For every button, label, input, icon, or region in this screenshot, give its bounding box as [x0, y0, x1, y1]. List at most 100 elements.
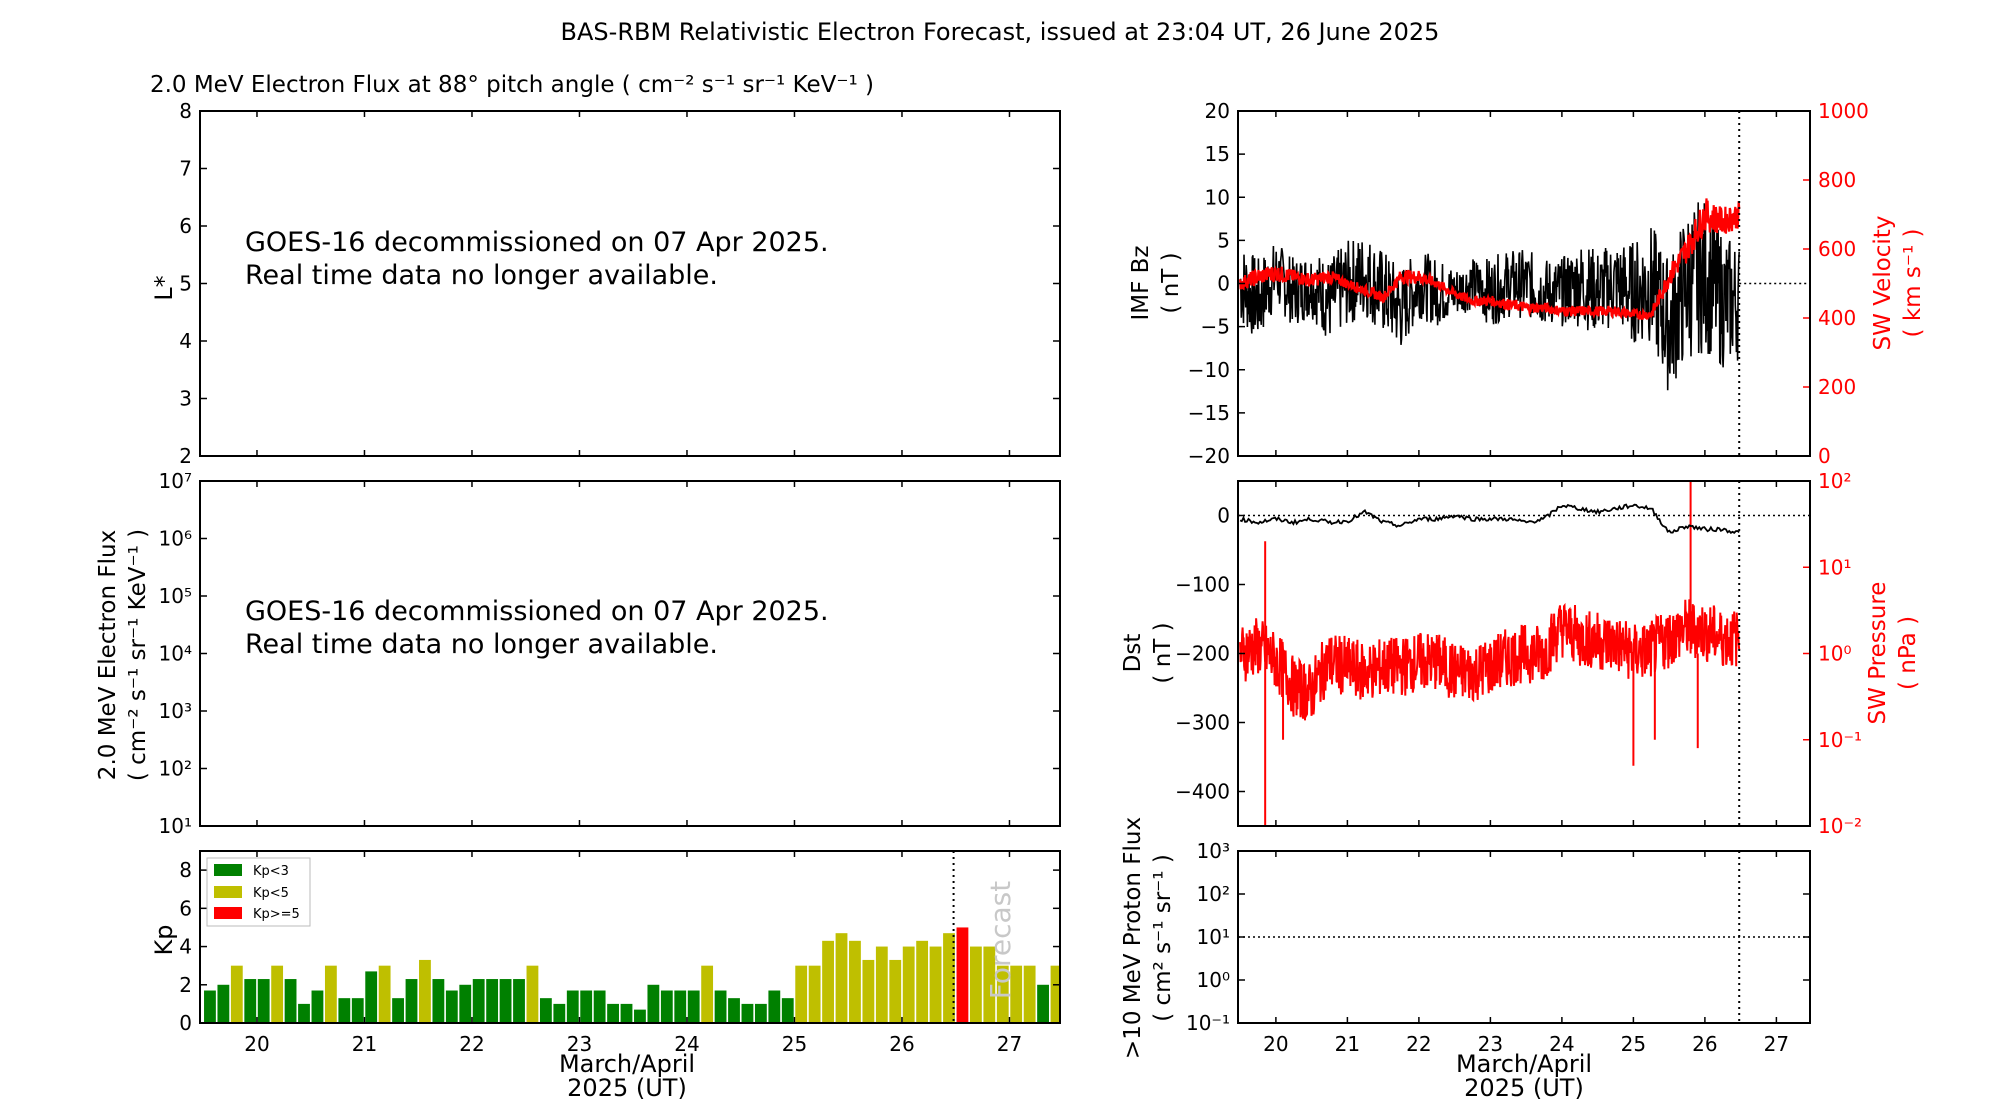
dst-series	[1239, 503, 1740, 534]
y-tick-label: −300	[1175, 711, 1230, 735]
y-tick-label: 10²	[1197, 882, 1230, 906]
kp-bar	[929, 946, 942, 1023]
kp-bar	[230, 965, 243, 1023]
y-tick-label: 6	[179, 896, 192, 920]
y-tick-label: 10¹	[159, 814, 192, 838]
kp-bar	[754, 1003, 767, 1023]
x-tick-label: 22	[1406, 1032, 1431, 1056]
imf-ylabel-line1: IMF Bz	[1128, 245, 1154, 320]
kp-bar	[1023, 965, 1036, 1023]
lstar-axes-frame	[199, 110, 1061, 457]
right-xlabel-line2: 2025 (UT)	[1464, 1074, 1584, 1100]
x-tick-label: 25	[782, 1032, 807, 1056]
flux-ylabel-line2: ( cm⁻² s⁻¹ sr⁻¹ KeV⁻¹ )	[125, 529, 151, 781]
y-tick-label: 10¹	[1197, 925, 1230, 949]
y-tick-label: 3	[179, 387, 192, 411]
proton-ylabel-line1: >10 MeV Proton Flux	[1120, 817, 1146, 1059]
kp-bar	[351, 998, 364, 1023]
x-tick-label: 23	[1478, 1032, 1503, 1056]
y-tick-label: 10⁷	[159, 469, 192, 493]
x-tick-label: 20	[244, 1032, 269, 1056]
kp-bar	[701, 965, 714, 1023]
kp-bar	[996, 965, 1009, 1023]
kp-bar	[526, 965, 539, 1023]
lstar-notice-line1: GOES-16 decommissioned on 07 Apr 2025.	[245, 227, 829, 258]
kp-bar	[822, 940, 834, 1023]
kp-bar	[566, 990, 579, 1023]
y-tick-label: 2	[179, 973, 192, 997]
imf-bz-series	[1239, 202, 1740, 391]
kp-bar	[271, 965, 284, 1023]
y-tick-label: −20	[1188, 444, 1230, 468]
y-tick-label: 0	[179, 1011, 192, 1035]
kp-bar	[647, 984, 660, 1023]
kp-bar	[607, 1003, 619, 1023]
kp-bar	[902, 946, 915, 1023]
y-tick-label: 20	[1205, 99, 1230, 123]
kp-bar	[728, 998, 740, 1023]
y-tick-label: 10⁰	[1818, 642, 1851, 666]
proton-panel: 20 21 22 23 24 25 26 27 10⁻¹ 10⁰ 10¹ 10² 10³	[1186, 839, 1810, 1056]
x-tick-label: 26	[889, 1032, 914, 1056]
kp-bar	[634, 1009, 646, 1023]
x-tick-label: 22	[459, 1032, 484, 1056]
y-tick-label: 2	[179, 444, 192, 468]
y-tick-label: −15	[1188, 401, 1230, 425]
y-tick-label: 0	[1217, 272, 1230, 296]
kp-bar	[553, 1003, 566, 1023]
imf-right-ylabel-line1: SW Velocity	[1870, 216, 1896, 351]
imf-right-ylabel-line2: ( km s⁻¹ )	[1900, 229, 1926, 338]
y-tick-label: 10³	[159, 699, 192, 723]
flux-ylabel-line1: 2.0 MeV Electron Flux	[95, 530, 121, 780]
proton-ylabel-line2: ( cm² s⁻¹ sr⁻¹ )	[1150, 854, 1176, 1022]
legend-swatch-yellow	[214, 886, 242, 898]
left-xlabel-line1: March/April	[559, 1050, 695, 1078]
kp-bar	[338, 998, 351, 1023]
kp-bar	[916, 940, 929, 1023]
y-tick-label: 600	[1818, 237, 1856, 261]
kp-bar	[862, 959, 875, 1023]
y-tick-label: 10⁵	[159, 584, 192, 608]
kp-bar	[204, 990, 216, 1023]
y-tick-label: 4	[179, 329, 192, 353]
kp-bar	[875, 946, 888, 1023]
kp-bar	[499, 979, 512, 1023]
y-tick-label: 10	[1205, 185, 1230, 209]
kp-bar	[392, 998, 404, 1023]
kp-bar	[405, 979, 418, 1023]
kp-bar	[1037, 984, 1049, 1023]
kp-bar	[889, 959, 902, 1023]
kp-bar	[768, 990, 781, 1023]
kp-bar	[472, 979, 485, 1023]
y-tick-label: 10³	[1197, 839, 1230, 863]
x-tick-label: 26	[1692, 1032, 1717, 1056]
legend-swatch-red	[214, 907, 242, 919]
kp-bar	[674, 990, 687, 1023]
kp-bar	[539, 998, 552, 1023]
legend-label-kp-lt5: Kp<5	[253, 886, 289, 901]
y-tick-label: −10	[1188, 358, 1230, 382]
x-tick-label: 27	[1764, 1032, 1789, 1056]
y-tick-label: 8	[179, 99, 192, 123]
kp-bar	[956, 927, 969, 1023]
dst-right-ylabel-line1: SW Pressure	[1865, 582, 1891, 725]
flux-notice-line2: Real time data no longer available.	[245, 629, 718, 660]
kp-bar	[969, 946, 982, 1023]
kp-bar	[687, 990, 700, 1023]
y-tick-label: 1000	[1818, 99, 1869, 123]
y-tick-label: 15	[1205, 142, 1230, 166]
y-tick-label: 10⁻²	[1818, 814, 1862, 838]
y-tick-label: 8	[179, 858, 192, 882]
y-tick-label: 5	[1217, 228, 1230, 252]
kp-bar	[1010, 965, 1023, 1023]
lstar-ylabel: L*	[150, 275, 178, 300]
kp-bar	[311, 990, 324, 1023]
sw-pressure-series	[1239, 599, 1741, 721]
dst-panel: −400 −300 −200 −100 0 10⁻² 10⁻¹ 10⁰ 10¹ 10²	[1175, 469, 1862, 838]
y-tick-label: 10²	[1818, 469, 1851, 493]
x-tick-label: 25	[1621, 1032, 1646, 1056]
y-tick-label: 10²	[159, 757, 192, 781]
kp-bar	[1050, 965, 1060, 1023]
lstar-panel: 2 3 4 5 6 7 8	[179, 99, 1060, 468]
